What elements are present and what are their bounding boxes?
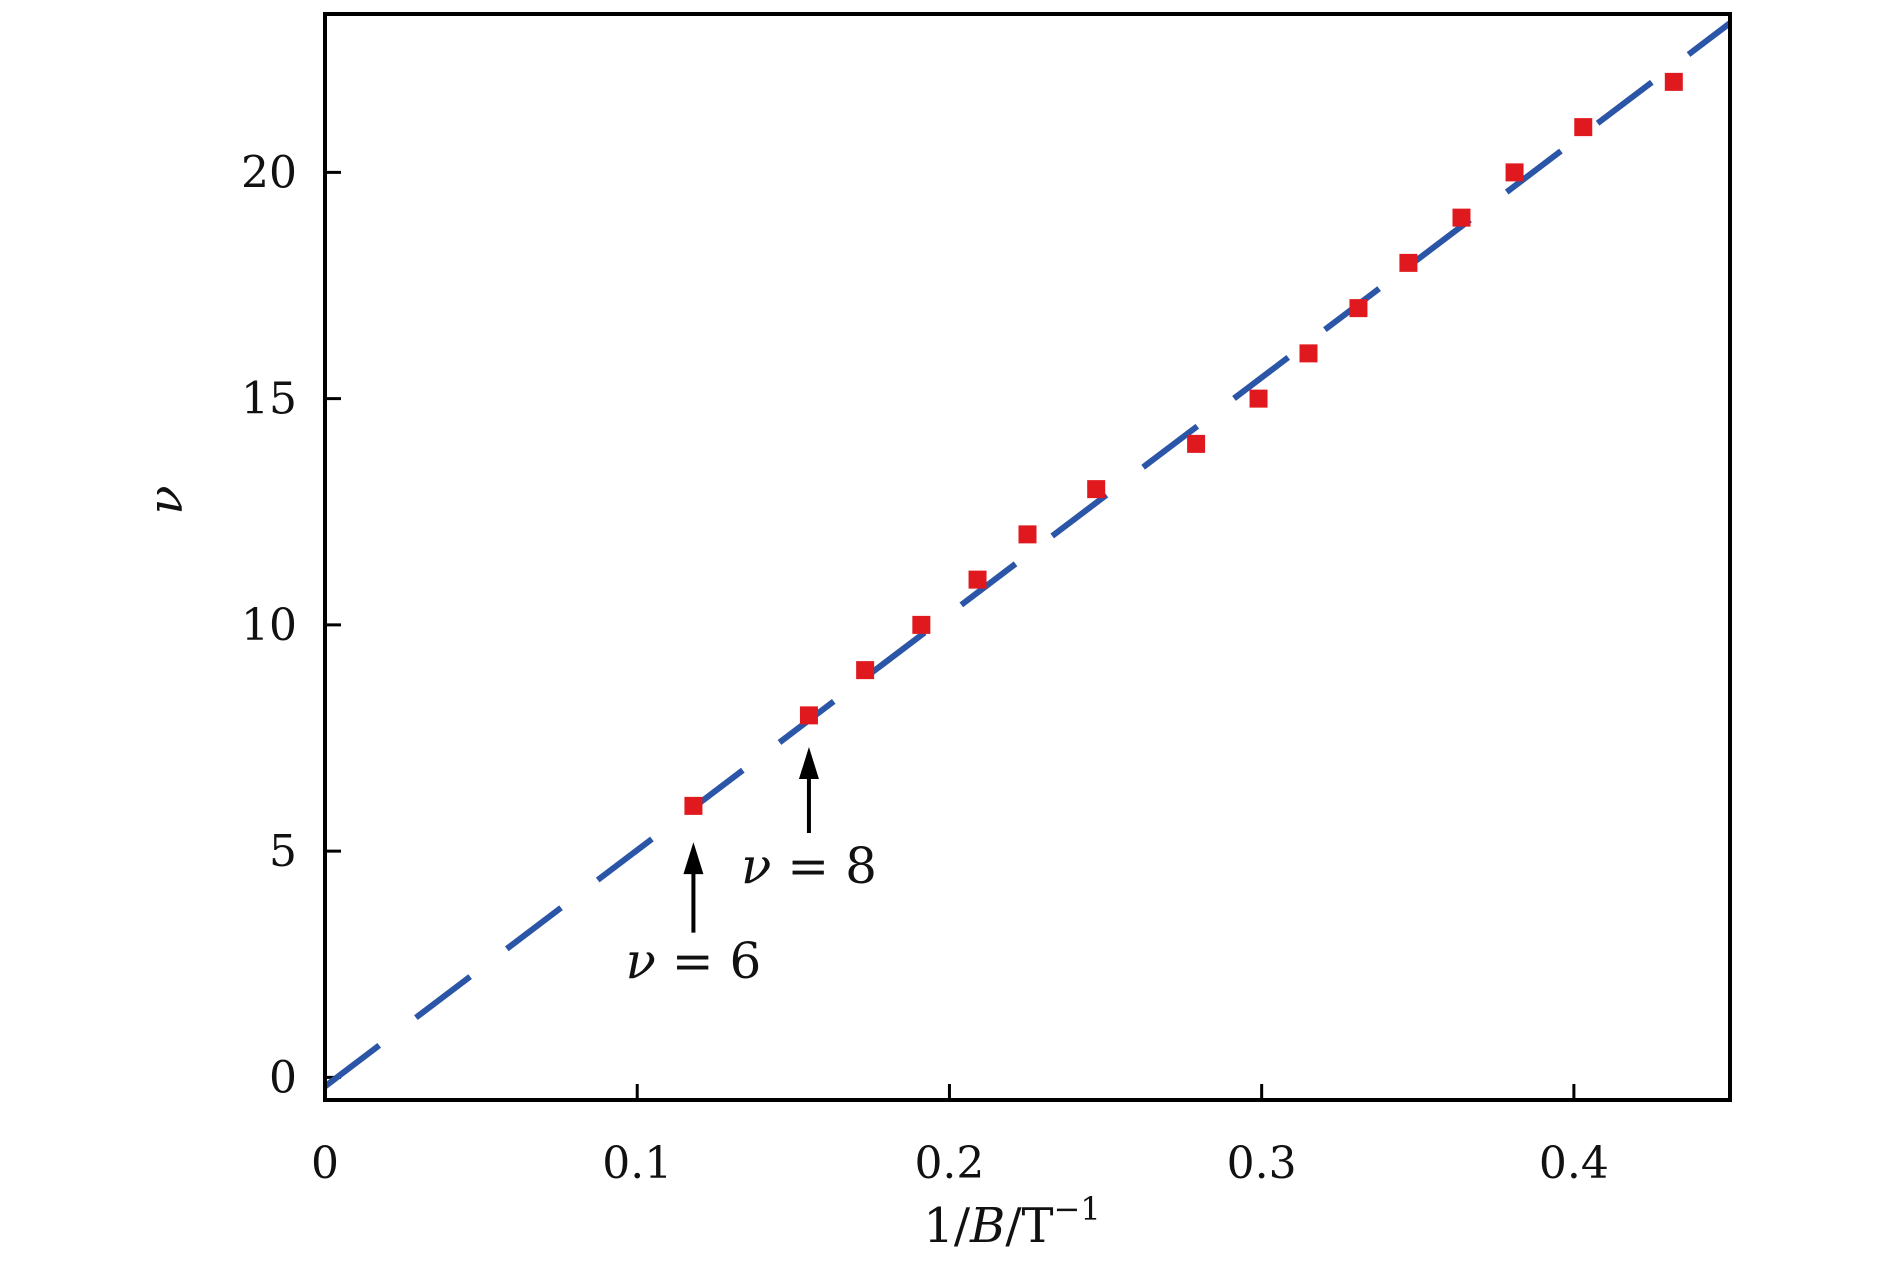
x-axis-title-sup: −1: [1054, 1190, 1101, 1228]
y-tick-label: 20: [241, 147, 297, 198]
y-tick-label: 10: [241, 600, 297, 651]
data-point: [1505, 163, 1524, 182]
y-tick-label: 5: [269, 826, 297, 877]
data-point: [684, 796, 703, 815]
data-marks: [323, 20, 1732, 1089]
data-point: [1399, 253, 1418, 272]
data-point: [968, 570, 987, 589]
x-tick-label: 0.3: [1227, 1138, 1297, 1189]
data-point: [799, 706, 818, 725]
axis-ticks: 0 0.1 0.2 0.3 0.4 0 5 10 15 20: [241, 147, 1609, 1189]
x-axis-title-main: 1/: [923, 1198, 971, 1254]
data-point: [856, 661, 875, 680]
x-axis-title-sep: /T: [1005, 1198, 1053, 1254]
annotation-arrow-head: [798, 747, 819, 780]
data-point: [1018, 525, 1037, 544]
data-point: [1187, 434, 1206, 453]
data-point: [1087, 480, 1106, 499]
annotation-label-var: ν: [741, 837, 771, 895]
fit-line: [323, 20, 1732, 1089]
plot-frame: [323, 12, 1732, 1102]
x-axis-title-var: B: [969, 1198, 1005, 1254]
y-tick-label: 15: [241, 374, 297, 425]
annotation-label-value: = 6: [656, 932, 762, 990]
annotations: ν = 6ν = 8: [625, 747, 877, 990]
data-point: [1299, 344, 1318, 363]
data-point: [1664, 72, 1683, 91]
y-axis-title: ν: [138, 485, 194, 514]
annotation-label-var: ν: [625, 932, 655, 990]
x-axis-title: 1/B/T−1: [923, 1190, 1100, 1254]
annotation-arrow-head: [683, 842, 704, 875]
data-point: [1452, 208, 1471, 227]
annotation-label-value: = 8: [771, 837, 877, 895]
data-point: [1349, 299, 1368, 318]
x-tick-label: 0.1: [602, 1138, 672, 1189]
data-point: [1249, 389, 1268, 408]
data-point: [912, 615, 931, 634]
x-tick-label: 0: [311, 1138, 339, 1189]
y-tick-label: 0: [269, 1052, 297, 1103]
x-tick-label: 0.4: [1539, 1138, 1609, 1189]
annotation-label: ν = 6: [625, 932, 761, 990]
data-point: [1574, 118, 1593, 137]
annotation-label: ν = 8: [741, 837, 877, 895]
x-tick-label: 0.2: [914, 1138, 984, 1189]
